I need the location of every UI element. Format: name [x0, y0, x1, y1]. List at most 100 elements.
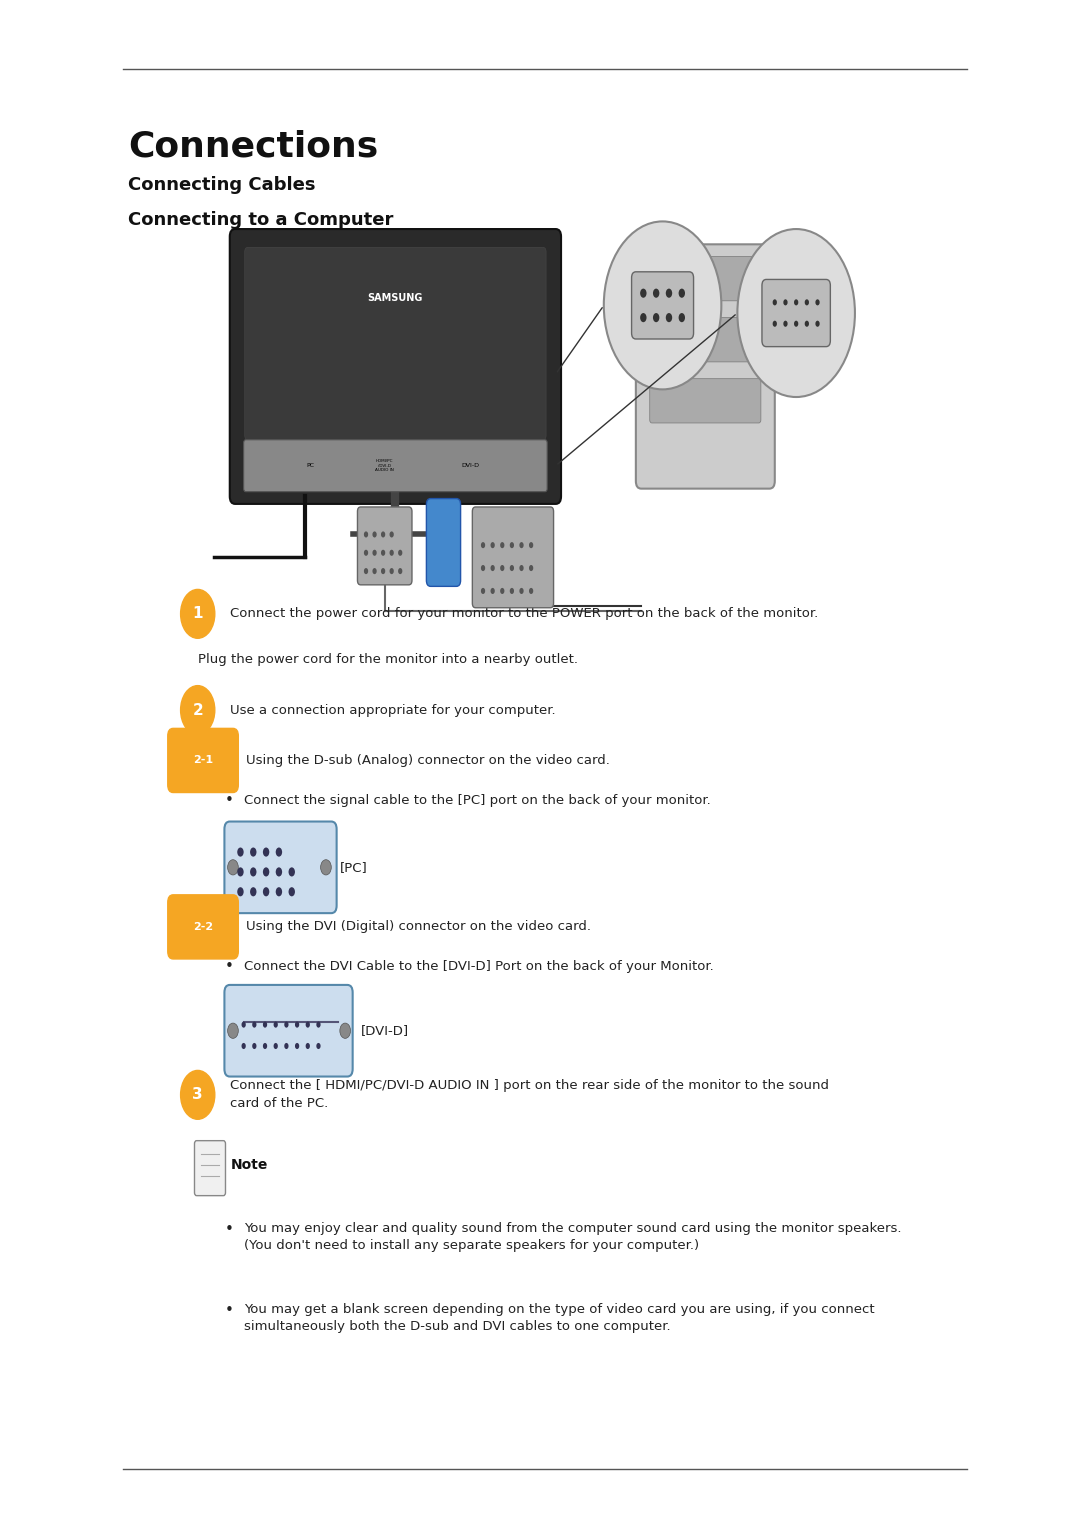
Circle shape: [381, 568, 386, 574]
Circle shape: [273, 1043, 278, 1049]
Circle shape: [373, 550, 377, 556]
Circle shape: [284, 1022, 288, 1028]
Circle shape: [772, 299, 777, 305]
FancyBboxPatch shape: [650, 379, 761, 423]
Circle shape: [316, 1022, 321, 1028]
Circle shape: [500, 542, 504, 548]
Text: Use a connection appropriate for your computer.: Use a connection appropriate for your co…: [230, 704, 555, 716]
Circle shape: [815, 299, 820, 305]
Circle shape: [390, 550, 394, 556]
Circle shape: [529, 565, 534, 571]
FancyBboxPatch shape: [245, 247, 546, 440]
FancyBboxPatch shape: [762, 279, 831, 347]
Circle shape: [604, 221, 721, 389]
Text: [PC]: [PC]: [340, 861, 367, 873]
Text: •: •: [225, 1303, 233, 1318]
Text: [DVI-D]: [DVI-D]: [361, 1025, 409, 1037]
Circle shape: [510, 542, 514, 548]
Circle shape: [390, 531, 394, 538]
Circle shape: [399, 550, 403, 556]
Circle shape: [665, 289, 672, 298]
Circle shape: [364, 568, 368, 574]
Circle shape: [364, 550, 368, 556]
Circle shape: [180, 686, 215, 734]
Circle shape: [373, 531, 377, 538]
Text: Connecting Cables: Connecting Cables: [129, 176, 315, 194]
Circle shape: [251, 847, 256, 857]
Text: Connecting to a Computer: Connecting to a Computer: [129, 211, 393, 229]
Text: •: •: [225, 1222, 233, 1237]
Text: 2-1: 2-1: [193, 756, 213, 765]
Circle shape: [242, 1022, 246, 1028]
Circle shape: [340, 1023, 351, 1038]
Circle shape: [390, 568, 394, 574]
FancyBboxPatch shape: [650, 257, 761, 301]
Circle shape: [295, 1043, 299, 1049]
Circle shape: [500, 588, 504, 594]
FancyBboxPatch shape: [632, 272, 693, 339]
FancyBboxPatch shape: [472, 507, 554, 608]
Circle shape: [794, 299, 798, 305]
Circle shape: [364, 531, 368, 538]
Circle shape: [316, 1043, 321, 1049]
Text: DVI-D: DVI-D: [461, 463, 480, 469]
Circle shape: [794, 321, 798, 327]
Circle shape: [262, 887, 269, 896]
Circle shape: [238, 887, 244, 896]
Text: You may get a blank screen depending on the type of video card you are using, if: You may get a blank screen depending on …: [244, 1303, 875, 1333]
Circle shape: [284, 1043, 288, 1049]
Circle shape: [228, 860, 239, 875]
Circle shape: [306, 1022, 310, 1028]
Circle shape: [399, 568, 403, 574]
Circle shape: [238, 847, 244, 857]
Text: 3: 3: [192, 1087, 203, 1102]
Circle shape: [253, 1022, 256, 1028]
Circle shape: [510, 588, 514, 594]
Text: You may enjoy clear and quality sound from the computer sound card using the mon: You may enjoy clear and quality sound fr…: [244, 1222, 901, 1252]
Circle shape: [251, 887, 256, 896]
Circle shape: [180, 1070, 215, 1119]
FancyBboxPatch shape: [244, 440, 548, 492]
Circle shape: [481, 542, 485, 548]
Circle shape: [381, 550, 386, 556]
Circle shape: [510, 565, 514, 571]
Text: •: •: [225, 793, 233, 808]
Circle shape: [253, 1043, 256, 1049]
Text: 1: 1: [192, 606, 203, 621]
Circle shape: [805, 321, 809, 327]
Circle shape: [275, 847, 282, 857]
Circle shape: [275, 887, 282, 896]
Circle shape: [519, 565, 524, 571]
Text: Connect the DVI Cable to the [DVI-D] Port on the back of your Monitor.: Connect the DVI Cable to the [DVI-D] Por…: [244, 960, 714, 973]
Text: •: •: [225, 959, 233, 974]
Circle shape: [678, 289, 685, 298]
Circle shape: [490, 542, 495, 548]
Text: HDMI/PC
/DVI-D
AUDIO IN: HDMI/PC /DVI-D AUDIO IN: [376, 460, 394, 472]
FancyBboxPatch shape: [167, 728, 239, 793]
Circle shape: [490, 588, 495, 594]
Circle shape: [783, 299, 787, 305]
Circle shape: [678, 313, 685, 322]
Circle shape: [262, 1043, 267, 1049]
Circle shape: [653, 313, 660, 322]
Circle shape: [772, 321, 777, 327]
Text: Connect the [ HDMI/PC/DVI-D AUDIO IN ] port on the rear side of the monitor to t: Connect the [ HDMI/PC/DVI-D AUDIO IN ] p…: [230, 1080, 828, 1110]
FancyBboxPatch shape: [194, 1141, 226, 1196]
Circle shape: [381, 531, 386, 538]
Circle shape: [288, 867, 295, 876]
Circle shape: [665, 313, 672, 322]
Circle shape: [481, 565, 485, 571]
Text: PC: PC: [306, 463, 314, 469]
Text: Using the DVI (Digital) connector on the video card.: Using the DVI (Digital) connector on the…: [246, 921, 591, 933]
Circle shape: [640, 313, 647, 322]
Text: 2: 2: [192, 702, 203, 718]
Text: Connect the power cord for your monitor to the POWER port on the back of the mon: Connect the power cord for your monitor …: [230, 608, 818, 620]
Circle shape: [373, 568, 377, 574]
FancyBboxPatch shape: [230, 229, 561, 504]
Circle shape: [262, 867, 269, 876]
Circle shape: [529, 588, 534, 594]
FancyBboxPatch shape: [650, 318, 761, 362]
FancyBboxPatch shape: [225, 822, 337, 913]
Circle shape: [490, 565, 495, 571]
Circle shape: [321, 860, 332, 875]
